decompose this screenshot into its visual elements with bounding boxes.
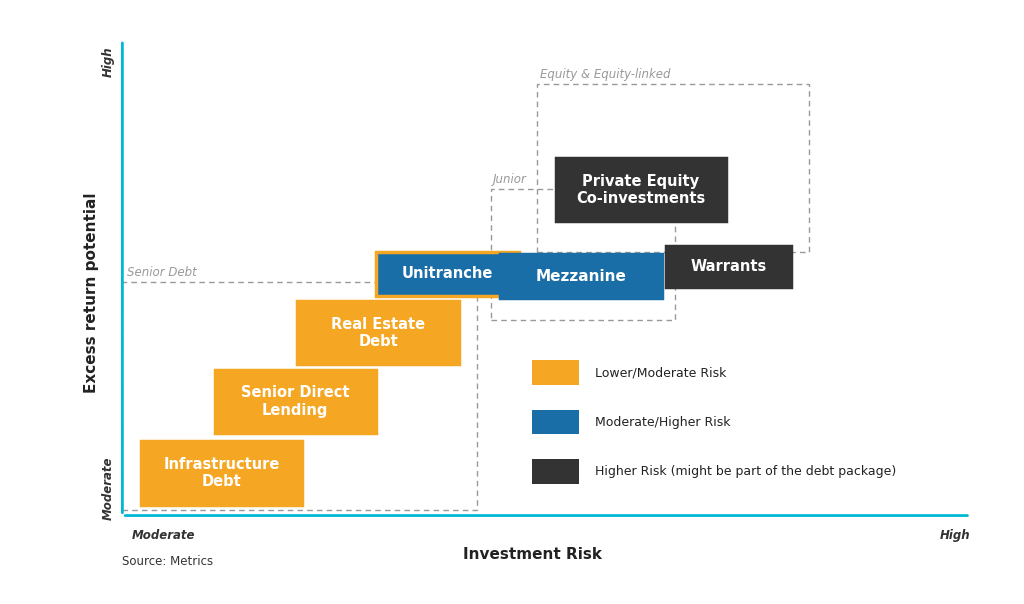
Bar <box>492 188 676 320</box>
Text: Moderate: Moderate <box>131 529 196 542</box>
Bar <box>500 254 662 298</box>
Bar <box>215 370 376 433</box>
Bar <box>532 459 579 484</box>
Bar <box>532 360 579 385</box>
Bar <box>555 158 726 222</box>
Text: Higher Risk (might be part of the debt package): Higher Risk (might be part of the debt p… <box>595 465 896 478</box>
Text: Excess return potential: Excess return potential <box>84 193 99 393</box>
Text: Senior Debt: Senior Debt <box>127 266 197 279</box>
Text: Senior Direct
Lending: Senior Direct Lending <box>241 385 349 418</box>
Text: Mezzanine: Mezzanine <box>536 269 627 284</box>
Text: Warrants: Warrants <box>690 259 766 274</box>
Text: Equity & Equity-linked: Equity & Equity-linked <box>540 68 671 82</box>
Text: High: High <box>940 529 971 542</box>
Text: Unitranche: Unitranche <box>401 266 493 281</box>
Text: Junior: Junior <box>493 173 526 186</box>
Bar <box>297 301 459 364</box>
Text: Lower/Moderate Risk: Lower/Moderate Risk <box>595 366 726 379</box>
Text: Source: Metrics: Source: Metrics <box>123 554 213 568</box>
Bar <box>532 410 579 434</box>
Text: High: High <box>102 47 115 77</box>
Bar <box>537 84 809 252</box>
Text: Moderate/Higher Risk: Moderate/Higher Risk <box>595 416 731 429</box>
Bar <box>376 252 518 296</box>
Text: Moderate: Moderate <box>102 456 115 520</box>
Bar <box>666 246 791 288</box>
Bar <box>141 442 302 504</box>
Bar <box>123 282 477 510</box>
Text: Infrastructure
Debt: Infrastructure Debt <box>163 457 280 489</box>
Text: Real Estate
Debt: Real Estate Debt <box>331 316 425 349</box>
Text: Investment Risk: Investment Risk <box>463 547 602 562</box>
Text: Private Equity
Co-investments: Private Equity Co-investments <box>577 174 706 206</box>
